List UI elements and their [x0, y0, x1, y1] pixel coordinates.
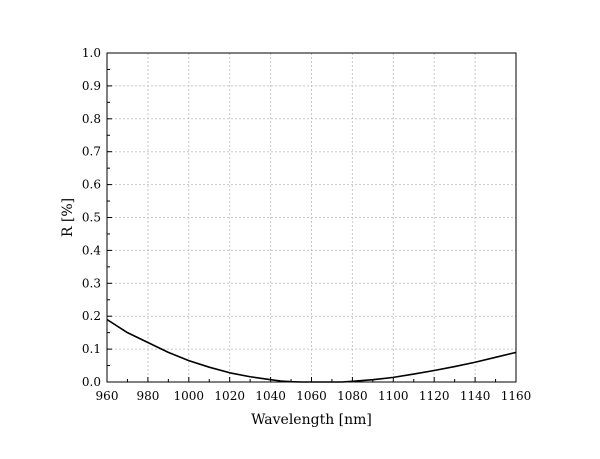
series-line-r — [106, 318, 517, 383]
y-tick-labels: 0.0 0.1 0.2 0.3 0.4 0.5 0.6 0.7 0.8 0.9 1.0 — [82, 46, 101, 389]
x-tick-label: 1140 — [460, 389, 491, 403]
x-tick-label: 1160 — [501, 389, 532, 403]
y-tick-label: 0.5 — [82, 211, 101, 225]
x-axis-title: Wavelength [nm] — [251, 412, 372, 428]
x-tick-label: 1040 — [255, 389, 286, 403]
y-tick-label: 0.0 — [82, 375, 101, 389]
y-axis-title: R [%] — [60, 198, 76, 237]
y-tick-label: 0.1 — [82, 342, 101, 356]
y-tick-label: 0.4 — [82, 243, 101, 257]
x-tick-label: 1120 — [419, 389, 450, 403]
ticks — [106, 52, 517, 383]
y-tick-label: 0.3 — [82, 276, 101, 290]
x-tick-label: 1100 — [378, 389, 409, 403]
y-tick-label: 0.9 — [82, 79, 101, 93]
y-tick-label: 0.2 — [82, 309, 101, 323]
x-tick-label: 1000 — [174, 389, 205, 403]
series — [106, 318, 517, 383]
x-tick-label: 1060 — [296, 389, 327, 403]
y-tick-label: 1.0 — [82, 46, 101, 60]
x-tick-label: 980 — [136, 389, 159, 403]
y-tick-label: 0.6 — [82, 178, 101, 192]
y-tick-label: 0.7 — [82, 145, 101, 159]
grid — [107, 53, 516, 382]
x-tick-label: 1080 — [337, 389, 368, 403]
x-tick-labels: 960 980 1000 1020 1040 1060 1080 1100 1120 1140 11… — [96, 389, 532, 403]
x-tick-label: 1020 — [214, 389, 245, 403]
y-tick-label: 0.8 — [82, 112, 101, 126]
x-tick-label: 960 — [96, 389, 119, 403]
